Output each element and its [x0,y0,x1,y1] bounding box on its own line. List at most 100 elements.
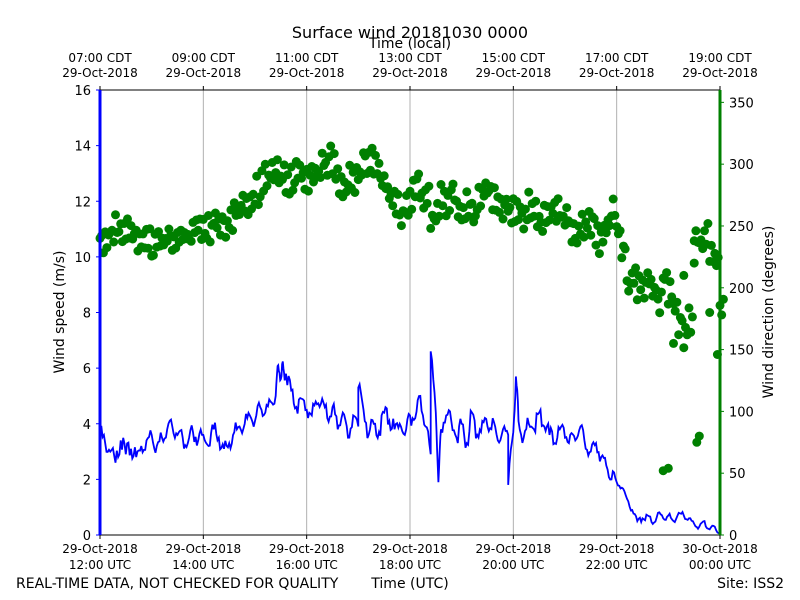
wind-direction-point [109,237,119,247]
wind-direction-point [111,210,120,220]
wind-direction-point [572,238,582,248]
wind-direction-point [684,303,694,313]
left-tick-label: 4 [83,418,91,433]
wind-direction-point [379,171,389,181]
wind-direction-point [414,169,424,179]
wind-direction-point [601,228,611,238]
wind-direction-point [143,243,153,253]
wind-direction-point [467,198,477,208]
wind-direction-point [371,150,380,160]
wind-direction-point [548,208,558,218]
wind-direction-point [495,207,504,217]
bottom-tick-time: 00:00 UTC [689,558,751,572]
wind-direction-point [393,189,403,199]
wind-direction-point [531,196,541,206]
site-label: Site: ISS2 [717,576,784,592]
wind-direction-point [462,187,472,197]
bottom-tick-time: 18:00 UTC [379,558,441,572]
wind-direction-point [545,215,554,225]
left-tick-label: 6 [83,362,91,377]
wind-direction-point [228,226,238,235]
wind-direction-point [608,194,618,204]
wind-direction-point [326,141,336,151]
bottom-tick-date: 30-Oct-2018 [682,542,758,556]
left-tick-label: 8 [83,307,91,322]
wind-direction-point [329,149,339,159]
top-tick-date: 29-Oct-2018 [579,66,655,80]
right-tick-label: 200 [729,282,754,297]
wind-direction-point [204,211,213,220]
wind-direction-point [464,211,473,221]
bottom-tick-time: 20:00 UTC [482,558,544,572]
wind-direction-point [283,170,293,180]
wind-direction-point [631,263,641,273]
wind-direction-point [123,214,132,224]
wind-direction-point [562,203,572,213]
wind-direction-point [700,226,709,236]
right-tick-label: 300 [729,158,754,173]
wind-direction-point [333,164,343,174]
top-tick-date: 29-Oct-2018 [476,66,552,80]
wind-direction-point [279,160,289,170]
wind-direction-point [662,268,672,278]
wind-direction-point [272,155,282,165]
wind-direction-point [553,194,563,204]
left-axis-ticks: 0 2 4 6 8 10 12 14 16 [74,84,100,544]
wind-direction-point [629,278,639,288]
wind-direction-point [672,297,682,307]
wind-direction-point [438,201,448,211]
wind-direction-point [193,225,203,235]
wind-direction-point [582,223,592,233]
top-tick-time: 17:00 CDT [585,51,649,65]
wind-direction-point [212,223,222,233]
right-axis-label: Wind direction (degrees) [761,226,777,399]
wind-direction-point [589,214,599,224]
top-tick-time: 13:00 CDT [378,51,442,65]
wind-direction-point [205,237,215,247]
wind-direction-point [458,203,468,213]
wind-direction-point [574,221,584,231]
top-tick-time: 07:00 CDT [68,51,132,65]
top-tick-date: 29-Oct-2018 [372,66,448,80]
wind-direction-point [407,204,417,214]
right-tick-label: 350 [729,96,754,111]
wind-direction-point [434,211,444,221]
wind-direction-point [520,204,530,214]
left-axis-label: Wind speed (m/s) [52,251,68,374]
wind-direction-point [396,221,406,231]
bottom-axis-ticks: 29-Oct-2018 12:00 UTC 29-Oct-2018 14:00 UTC… [62,535,758,572]
wind-direction-point [639,293,649,303]
wind-direction-point [383,182,393,192]
wind-direction-point [295,160,305,170]
bottom-tick-date: 29-Oct-2018 [372,542,448,556]
wind-speed-series [99,351,721,535]
wind-direction-point [538,226,548,236]
wind-direction-point [691,226,701,236]
wind-direction-point [345,160,355,170]
wind-direction-point [577,209,587,219]
left-tick-label: 12 [74,195,91,210]
right-tick-label: 0 [729,529,737,544]
wind-direction-point [374,158,384,168]
wind-direction-point [703,219,713,228]
left-tick-label: 10 [74,251,91,266]
wind-direction-point [424,181,434,191]
wind-direction-point [624,286,634,296]
left-tick-label: 2 [83,473,91,488]
wind-direction-point [598,237,608,247]
wind-direction-point [669,338,678,348]
wind-direction-point [476,201,486,211]
right-tick-label: 250 [729,220,754,235]
wind-direction-point [498,214,508,224]
chart-title: Surface wind 20181030 0000 [292,23,528,42]
quality-disclaimer: REAL-TIME DATA, NOT CHECKED FOR QUALITY [16,576,339,592]
wind-direction-point [489,183,499,193]
wind-direction-point [445,206,455,215]
bottom-tick-date: 29-Oct-2018 [269,542,345,556]
wind-direction-point [519,224,529,234]
wind-direction-point [248,189,258,199]
wind-direction-point [262,181,272,191]
wind-direction-point [253,200,263,210]
wind-direction-point [663,463,673,473]
